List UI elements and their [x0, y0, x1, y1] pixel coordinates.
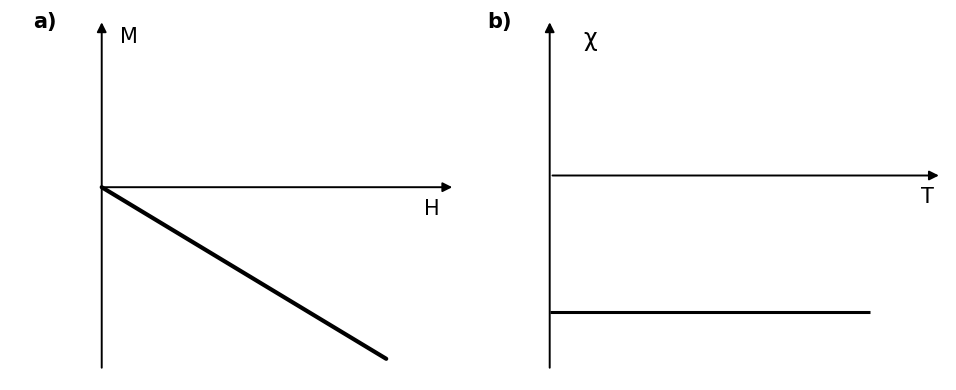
Text: T: T	[921, 187, 934, 207]
Text: b): b)	[488, 12, 512, 32]
Text: χ: χ	[583, 27, 597, 51]
Text: M: M	[120, 27, 138, 47]
Text: H: H	[424, 199, 440, 219]
Text: a): a)	[33, 12, 56, 32]
